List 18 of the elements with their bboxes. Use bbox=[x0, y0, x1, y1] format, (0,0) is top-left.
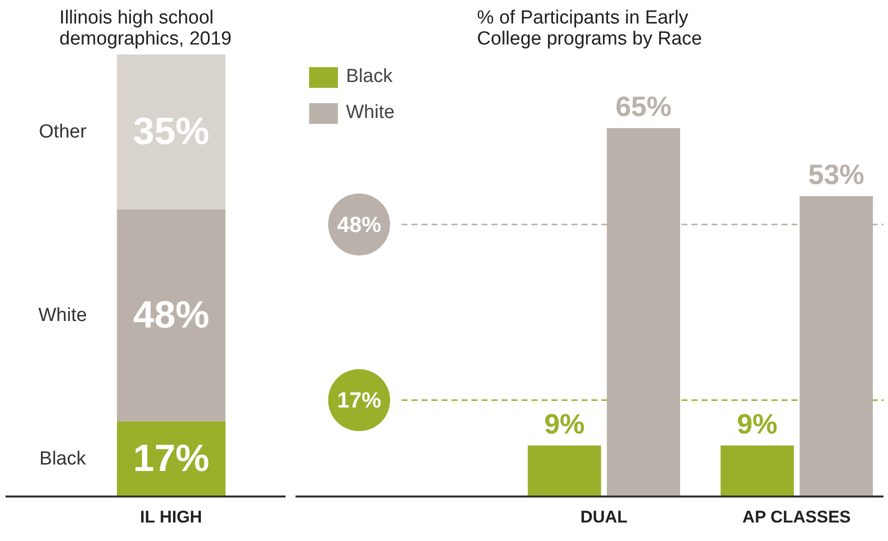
legend-label: White bbox=[346, 102, 395, 124]
chart-title: % of Participants in Early College programs by Race bbox=[477, 8, 702, 50]
data-label: 9% bbox=[736, 408, 778, 440]
data-label: 9% bbox=[544, 408, 585, 440]
data-label: 17% bbox=[133, 438, 210, 480]
x-tick-label: DUAL bbox=[580, 508, 628, 526]
ref-line-label: 17% bbox=[337, 388, 382, 413]
chart-title: Illinois high school demographics, 2019 bbox=[59, 8, 232, 50]
series-label: Other bbox=[38, 121, 88, 142]
data-label: 65% bbox=[615, 91, 672, 122]
series-label: Black bbox=[39, 448, 86, 470]
x-tick-label: AP CLASSES bbox=[742, 508, 851, 526]
data-label: 53% bbox=[808, 159, 864, 190]
x-tick-label: IL HIGH bbox=[140, 508, 202, 526]
data-label: 48% bbox=[133, 294, 210, 336]
legend-label: Black bbox=[346, 66, 392, 88]
series-label: White bbox=[38, 304, 87, 326]
ref-line-label: 48% bbox=[337, 212, 382, 237]
